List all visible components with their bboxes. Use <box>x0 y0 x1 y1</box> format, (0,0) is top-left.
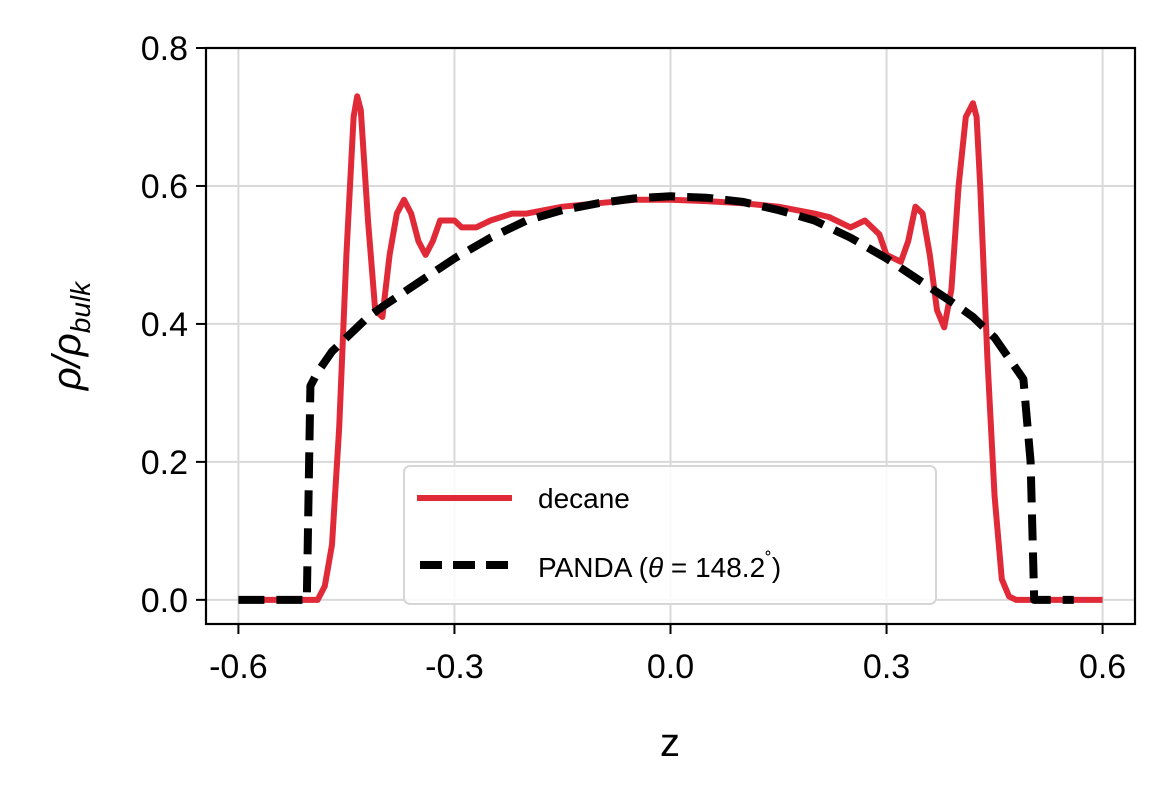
x-axis-label: z <box>660 721 680 765</box>
x-tick-label: -0.3 <box>425 648 484 686</box>
legend-decane-label: decane <box>538 483 630 514</box>
x-tick-label: 0.6 <box>1079 648 1126 686</box>
y-tick-label: 0.0 <box>141 582 188 620</box>
legend-panda-label: PANDA (θ = 148.2˚) <box>538 550 781 583</box>
y-tick-label: 0.6 <box>141 168 188 206</box>
y-tick-label: 0.2 <box>141 444 188 482</box>
x-tick-label: -0.6 <box>209 648 268 686</box>
legend: decane PANDA (θ = 148.2˚) <box>403 465 937 605</box>
y-axis-label: ρ/ρbulk <box>45 280 96 391</box>
y-axis-label-main: ρ/ρ <box>45 333 89 391</box>
ticks: -0.6 -0.3 0.0 0.3 0.6 0.0 0.2 0.4 0.6 0.8 <box>141 30 1126 686</box>
y-tick-label: 0.4 <box>141 306 188 344</box>
legend-frame <box>403 465 937 605</box>
y-tick-label: 0.8 <box>141 30 188 68</box>
series-panda-line <box>238 192 1074 604</box>
x-tick-label: 0.3 <box>863 648 910 686</box>
x-tick-label: 0.0 <box>647 648 694 686</box>
y-axis-label-subscript: bulk <box>65 280 96 333</box>
series-layer <box>238 93 1103 604</box>
